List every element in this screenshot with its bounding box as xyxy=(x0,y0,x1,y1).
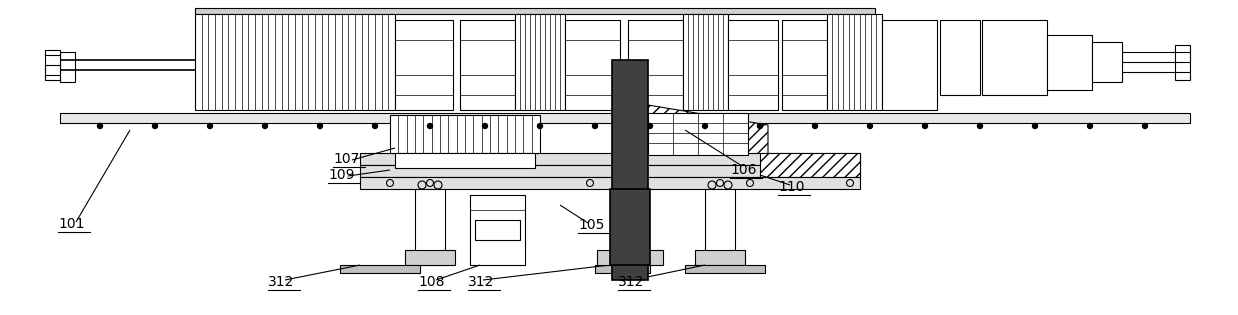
Bar xyxy=(461,20,515,110)
Bar xyxy=(1175,45,1190,80)
Circle shape xyxy=(373,123,378,129)
Circle shape xyxy=(262,123,267,129)
Text: 312: 312 xyxy=(468,275,494,289)
Circle shape xyxy=(593,123,598,129)
Bar xyxy=(360,165,860,177)
Bar xyxy=(628,20,683,110)
Bar xyxy=(982,20,1047,95)
Bar xyxy=(1092,42,1122,82)
Bar xyxy=(595,265,650,273)
Bar xyxy=(683,14,728,110)
Bar xyxy=(1047,35,1092,90)
Circle shape xyxy=(647,123,652,129)
Bar xyxy=(45,50,59,80)
Text: 108: 108 xyxy=(418,275,444,289)
Bar xyxy=(597,250,664,265)
Bar xyxy=(390,115,540,153)
Circle shape xyxy=(483,123,488,129)
Bar xyxy=(196,14,395,110)
Text: 312: 312 xyxy=(618,275,644,289)
Circle shape xyxy=(317,123,323,129)
Bar xyxy=(881,20,937,110)
Bar xyxy=(395,153,535,168)
Circle shape xyxy=(702,123,707,129)
Bar xyxy=(610,189,650,265)
Circle shape xyxy=(758,123,763,129)
Bar xyxy=(940,20,980,95)
Text: 107: 107 xyxy=(333,152,359,166)
Bar xyxy=(515,14,565,110)
Bar xyxy=(360,153,860,165)
Circle shape xyxy=(152,123,157,129)
Bar xyxy=(760,153,860,177)
Bar xyxy=(415,189,444,265)
Bar xyxy=(340,265,420,273)
Circle shape xyxy=(1032,123,1037,129)
Circle shape xyxy=(978,123,983,129)
Text: 109: 109 xyxy=(328,168,354,182)
Circle shape xyxy=(812,123,817,129)
Bar xyxy=(695,250,745,265)
Text: 312: 312 xyxy=(267,275,295,289)
Circle shape xyxy=(208,123,213,129)
Bar xyxy=(59,113,1190,123)
Text: 101: 101 xyxy=(58,217,84,231)
Bar xyxy=(470,195,525,265)
Circle shape xyxy=(1143,123,1148,129)
Bar xyxy=(565,20,620,110)
Bar xyxy=(827,14,881,110)
Circle shape xyxy=(868,123,873,129)
Bar xyxy=(612,60,647,280)
Bar xyxy=(782,20,827,110)
Bar xyxy=(395,20,453,110)
Text: 110: 110 xyxy=(777,180,805,194)
Circle shape xyxy=(922,123,927,129)
Text: 105: 105 xyxy=(578,218,604,232)
Bar xyxy=(728,20,777,110)
Bar xyxy=(59,52,76,82)
Bar xyxy=(685,265,765,273)
Bar xyxy=(704,189,735,265)
Circle shape xyxy=(427,123,432,129)
Circle shape xyxy=(1087,123,1092,129)
Circle shape xyxy=(537,123,542,129)
Bar xyxy=(360,177,860,189)
Bar xyxy=(475,220,520,240)
Bar xyxy=(647,113,748,155)
Circle shape xyxy=(98,123,103,129)
Bar xyxy=(196,8,875,14)
Text: 106: 106 xyxy=(730,163,756,177)
Bar xyxy=(405,250,456,265)
Polygon shape xyxy=(647,105,768,155)
